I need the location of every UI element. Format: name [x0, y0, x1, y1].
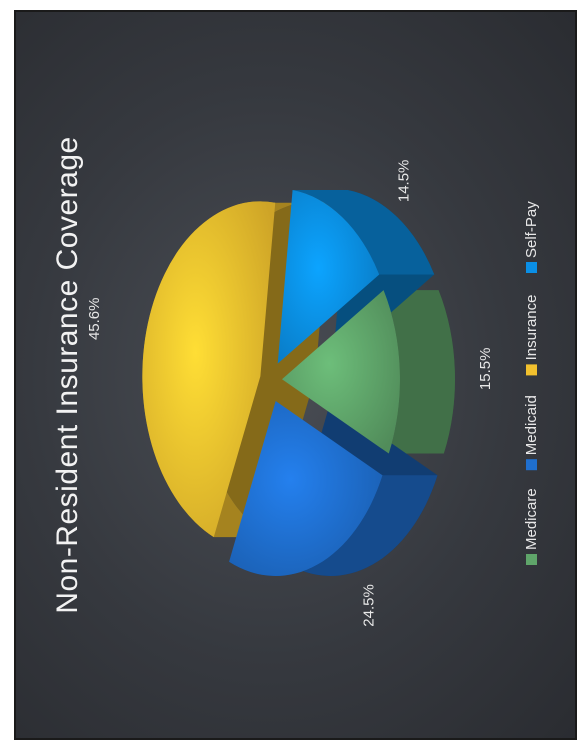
legend-swatch-insurance	[526, 364, 537, 376]
legend-item-insurance: Insurance	[523, 295, 540, 376]
legend-label-self-pay: Self-Pay	[523, 201, 540, 258]
data-label-insurance: 45.6%	[86, 297, 103, 340]
legend-label-medicare: Medicare	[523, 488, 540, 550]
data-label-medicare: 15.5%	[477, 348, 494, 391]
pie-slice-insurance	[142, 201, 276, 538]
slice-rim-medicare	[383, 290, 455, 454]
legend-label-insurance: Insurance	[523, 295, 540, 361]
slice-rim-self-pay	[292, 190, 435, 275]
legend-item-medicare: Medicare	[523, 488, 540, 565]
pie-slice-medicare	[281, 290, 400, 454]
legend-item-self-pay: Self-Pay	[523, 201, 540, 273]
slice-rim-medicaid	[229, 475, 438, 576]
data-label-self-pay: 14.5%	[396, 160, 413, 203]
data-label-medicaid: 24.5%	[360, 584, 377, 627]
legend-swatch-medicare	[526, 554, 537, 565]
pie-slice-self-pay	[277, 190, 380, 364]
legend-label-medicaid: Medicaid	[523, 395, 540, 455]
legend-swatch-self-pay	[526, 262, 537, 273]
legend-item-medicaid: Medicaid	[523, 395, 540, 471]
pie-slice-medicaid	[229, 400, 383, 576]
legend-swatch-medicaid	[526, 459, 537, 471]
